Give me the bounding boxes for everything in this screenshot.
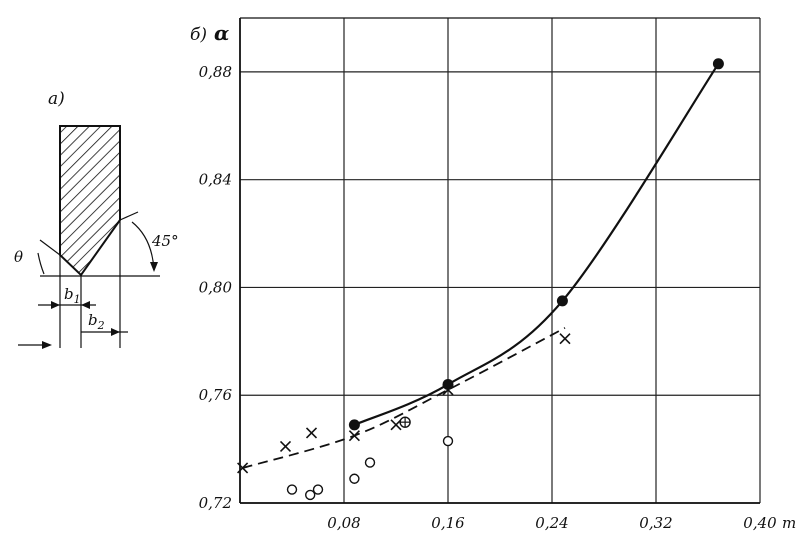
point-cross-0 [237,462,249,474]
point-filled-circle-2 [556,295,568,307]
x-tick-label-3: 0,32 [639,514,672,532]
x-tick-label-4: 0,40 [743,514,777,532]
y-tick-label-4: 0,88 [199,63,232,81]
tool-body [59,125,121,277]
theta-extension [39,239,61,256]
x-tick-labels: 0,08 0,16 0,24 0,32 0,40 [327,514,777,532]
markers [237,58,724,501]
y-axis-label: α [214,21,229,45]
b2-arrow-right [111,328,120,336]
theta-arc [37,252,45,275]
panel-a-diagram: а) θ 45° b1 b2 [14,89,179,349]
point-cross-2 [305,427,318,439]
point-filled-circle-1 [442,378,454,390]
grid [240,18,761,504]
point-open-circle-5 [442,435,454,447]
point-open-circle-3 [349,473,360,484]
panel-b-chart: б) α 0,720,760,800,840,88 0,08 0,16 0,24 0,… [190,17,796,532]
point-cross-4 [390,419,402,431]
x-axis-label: m [782,514,796,532]
x-tick-label-1: 0,16 [431,514,465,532]
point-cross-5 [442,384,454,396]
x-tick-label-0: 0,08 [327,514,360,532]
point-open-circle-1 [305,489,316,501]
panel-a-label: а) [48,89,65,109]
point-open-circle-0 [286,484,298,495]
y-tick-label-3: 0,84 [199,171,232,189]
b1-label: b1 [64,285,81,306]
angle-45-extension [119,211,139,221]
y-tick-labels: 0,72 0,76 0,80 0,84 0,88 [199,63,233,512]
point-cross-6 [559,333,571,345]
b1-arrow-left [51,301,60,309]
solid-curve [353,63,720,426]
axes [239,17,760,504]
angle-45-label: 45° [151,232,179,250]
chart-panel-label: б) [190,25,207,45]
curves [242,63,720,469]
point-open-circle-2 [312,484,324,495]
y-tick-label-0: 0,72 [199,494,232,512]
b1-arrow-right [81,301,90,309]
point-filled-circle-0 [348,419,360,431]
angle-45-arrowhead [150,262,158,272]
point-cross-3 [348,430,360,442]
point-open-circle-4 [364,457,376,468]
point-cross-1 [279,440,292,452]
point-circled-plus-0 [399,416,411,428]
y-tick-label-2: 0,80 [199,278,233,296]
b2-label: b2 [88,311,105,332]
y-tick-label-1: 0,76 [199,386,233,404]
x-tick-label-2: 0,24 [535,514,568,532]
dashed-curve [242,327,566,469]
point-filled-circle-3 [712,58,724,70]
feed-arrowhead [42,341,52,349]
theta-label: θ [14,248,23,266]
